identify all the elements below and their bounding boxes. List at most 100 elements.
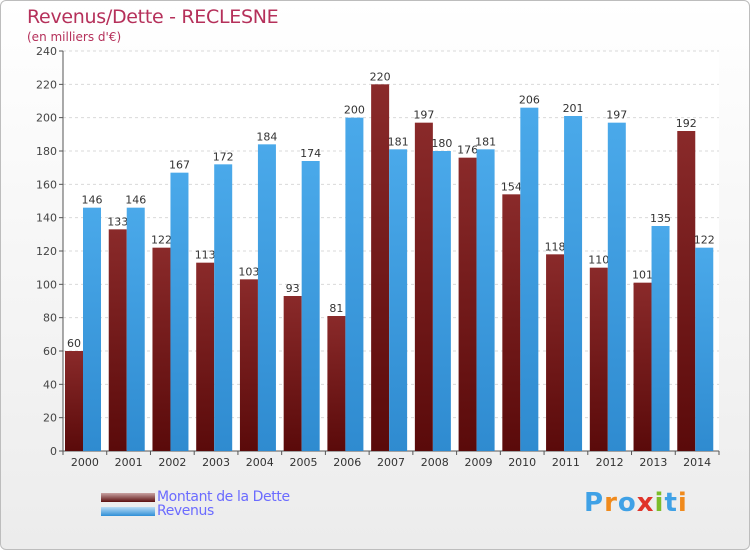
bar-revenus: [345, 117, 364, 452]
logo-letter: x: [636, 488, 655, 518]
y-tick-label: 160: [36, 178, 57, 191]
data-label-revenus: 135: [650, 212, 671, 225]
data-label-dette: 176: [457, 144, 478, 157]
logo-letter: t: [664, 488, 678, 518]
legend-swatch-dette: [101, 492, 155, 502]
data-label-dette: 93: [286, 282, 300, 295]
x-tick-label: 2010: [508, 456, 536, 469]
x-tick-label: 2004: [246, 456, 274, 469]
bar-revenus: [389, 149, 408, 452]
y-tick-label: 240: [36, 45, 57, 58]
data-label-dette: 103: [238, 265, 259, 278]
x-tick-label: 2014: [683, 456, 711, 469]
y-tick-label: 140: [36, 212, 57, 225]
data-label-dette: 81: [329, 302, 343, 315]
bar-dette: [239, 279, 258, 451]
x-tick-label: 2003: [202, 456, 230, 469]
bar-revenus: [520, 107, 539, 452]
data-label-revenus: 181: [388, 135, 409, 148]
data-label-dette: 154: [501, 180, 522, 193]
data-label-dette: 113: [195, 249, 216, 262]
x-tick-label: 2012: [596, 456, 624, 469]
bar-revenus: [301, 161, 320, 451]
bar-dette: [196, 262, 215, 451]
data-label-revenus: 146: [125, 194, 146, 207]
bar-dette: [546, 254, 565, 451]
logo-letter: o: [617, 488, 637, 518]
data-label-dette: 220: [370, 70, 391, 83]
data-label-revenus: 181: [475, 135, 496, 148]
bar-revenus: [695, 247, 714, 451]
y-tick-label: 200: [36, 112, 57, 125]
bar-revenus: [476, 149, 495, 452]
y-tick-label: 180: [36, 145, 57, 158]
bar-dette: [458, 157, 477, 451]
data-label-revenus: 122: [694, 234, 715, 247]
bar-revenus: [83, 207, 101, 451]
legend-label-dette: Montant de la Dette: [157, 489, 290, 505]
bar-dette: [589, 267, 608, 451]
bar-dette: [414, 122, 433, 452]
x-tick-label: 2011: [552, 456, 580, 469]
y-tick-label: 80: [43, 312, 57, 325]
data-label-revenus: 200: [344, 104, 365, 117]
x-tick-label: 2008: [421, 456, 449, 469]
x-tick-label: 2007: [377, 456, 405, 469]
legend-label-revenus: Revenus: [157, 503, 214, 519]
data-label-dette: 101: [632, 269, 653, 282]
data-label-revenus: 180: [431, 137, 452, 150]
data-label-dette: 192: [676, 117, 697, 130]
legend-swatch-revenus: [101, 506, 155, 516]
bar-dette: [371, 84, 390, 451]
x-tick-label: 2000: [71, 456, 99, 469]
bar-revenus: [607, 122, 626, 452]
bar-dette: [108, 229, 127, 451]
data-label-revenus: 146: [82, 194, 103, 207]
logo-letter: i: [677, 488, 688, 518]
data-label-dette: 118: [545, 240, 566, 253]
data-label-revenus: 184: [256, 130, 277, 143]
chart-title: Revenus/Dette - RECLESNE: [27, 6, 279, 28]
y-tick-label: 220: [36, 78, 57, 91]
data-label-revenus: 201: [563, 102, 584, 115]
x-tick-label: 2013: [639, 456, 667, 469]
data-label-dette: 122: [151, 234, 172, 247]
bar-dette: [283, 296, 302, 451]
bar-revenus: [257, 144, 276, 452]
data-label-dette: 133: [107, 215, 128, 228]
data-label-dette: 60: [67, 337, 81, 350]
data-label-revenus: 206: [519, 94, 540, 107]
data-label-dette: 110: [588, 254, 609, 267]
legend-item-dette: Montant de la Dette: [101, 489, 290, 505]
legend-item-revenus: Revenus: [101, 503, 214, 519]
bar-revenus: [126, 207, 145, 451]
bar-dette: [152, 247, 171, 451]
x-tick-label: 2005: [290, 456, 318, 469]
bar-dette: [633, 282, 652, 451]
bar-dette: [65, 351, 83, 451]
bar-dette: [502, 194, 521, 452]
data-label-revenus: 172: [213, 150, 234, 163]
x-tick-label: 2006: [333, 456, 361, 469]
y-tick-label: 60: [43, 345, 57, 358]
data-label-revenus: 197: [606, 109, 627, 122]
bar-revenus: [651, 226, 670, 451]
x-tick-label: 2009: [464, 456, 492, 469]
data-label-dette: 197: [413, 109, 434, 122]
bar-dette: [677, 131, 696, 451]
x-tick-label: 2002: [158, 456, 186, 469]
bar-revenus: [170, 172, 189, 451]
y-tick-label: 120: [36, 245, 57, 258]
bar-revenus: [214, 164, 233, 452]
y-tick-label: 40: [43, 378, 57, 391]
x-tick-label: 2001: [115, 456, 143, 469]
data-label-revenus: 174: [300, 147, 321, 160]
bar-revenus: [432, 151, 451, 451]
bar-dette: [327, 316, 346, 451]
chart-subtitle: (en milliers d'€): [27, 30, 122, 44]
logo-letter: P: [584, 488, 605, 518]
y-tick-label: 20: [43, 412, 57, 425]
bar-revenus: [564, 116, 583, 451]
